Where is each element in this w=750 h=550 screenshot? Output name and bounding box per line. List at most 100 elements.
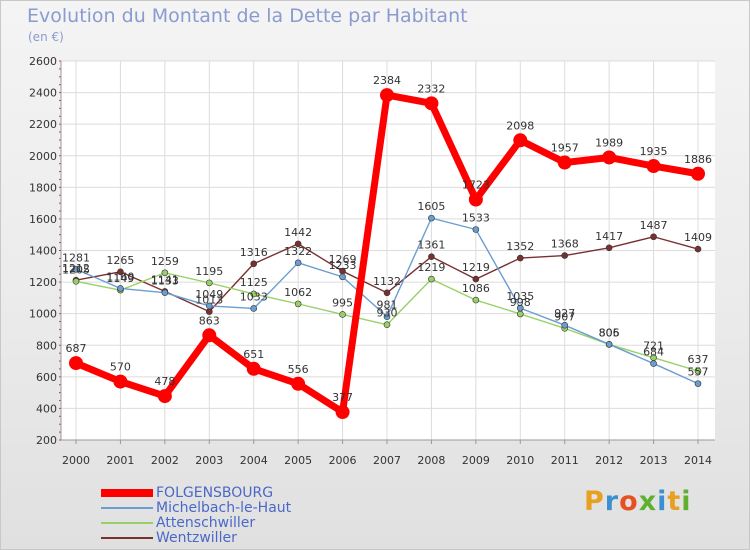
data-label: 478 — [154, 375, 175, 388]
data-label: 981 — [377, 299, 398, 312]
x-tick-label: 2014 — [684, 454, 712, 467]
logo-letter: o — [619, 486, 639, 517]
data-point — [380, 88, 394, 103]
data-point — [561, 321, 569, 329]
data-label: 998 — [510, 296, 531, 309]
y-tick-label: 1800 — [29, 181, 57, 194]
data-point — [383, 289, 391, 297]
data-point — [650, 360, 657, 367]
data-labels-layer: 1212 1265 1141 1013 1316 1442 1269 1132 1361 1219… — [62, 74, 712, 404]
x-tick-label: 2007 — [373, 454, 401, 467]
data-label: 1219 — [462, 261, 490, 274]
y-tick-label: 200 — [36, 434, 57, 447]
data-label: 1265 — [106, 254, 134, 267]
data-label: 1195 — [195, 265, 223, 278]
data-label: 1125 — [240, 276, 268, 289]
logo-letter: P — [584, 486, 605, 517]
x-tick-label: 2000 — [62, 454, 90, 467]
data-label: 930 — [377, 307, 398, 320]
data-label: 1605 — [417, 200, 445, 213]
data-label: 806 — [599, 326, 620, 339]
data-point — [161, 289, 169, 296]
x-tick-label: 2004 — [240, 454, 268, 467]
data-label: 2098 — [506, 119, 534, 132]
data-point — [339, 311, 346, 318]
data-point — [69, 356, 83, 371]
data-point — [694, 380, 702, 387]
data-point — [294, 259, 302, 267]
axes-layer: 200 400 600 800 1000 1200 1400 1600 1800 2000 2200… — [29, 55, 715, 467]
data-label: 1141 — [151, 273, 179, 286]
legend-label: Wentzwiller — [156, 530, 237, 546]
y-tick-label: 1000 — [29, 308, 57, 321]
data-label: 1989 — [595, 136, 623, 149]
data-label: 1316 — [240, 246, 268, 259]
data-point — [605, 244, 613, 252]
data-label: 651 — [243, 348, 264, 361]
data-label: 1049 — [195, 288, 223, 301]
data-point — [72, 277, 80, 285]
data-point — [339, 273, 346, 281]
data-label: 1886 — [684, 153, 712, 166]
data-point — [424, 96, 439, 111]
data-point — [472, 226, 480, 233]
data-point — [250, 305, 258, 312]
chart-title: Evolution du Montant de la Dette par Hab… — [27, 5, 468, 27]
data-point — [157, 389, 172, 404]
data-label: 1442 — [284, 226, 312, 239]
data-point — [602, 150, 617, 165]
data-point — [294, 300, 302, 308]
data-label: 927 — [554, 307, 575, 320]
data-label: 557 — [688, 366, 709, 379]
data-point — [561, 252, 569, 259]
data-label: 721 — [643, 340, 664, 353]
data-label: 1322 — [284, 245, 312, 258]
data-label: 377 — [332, 391, 353, 404]
legend-label: Michelbach-le-Haut — [156, 500, 292, 516]
x-tick-label: 2006 — [329, 454, 357, 467]
data-point — [516, 304, 524, 312]
data-label: 1957 — [551, 142, 579, 155]
data-label: 1033 — [240, 290, 268, 303]
data-label: 1035 — [506, 290, 534, 303]
x-tick-label: 2005 — [284, 454, 312, 467]
data-label: 1361 — [417, 239, 445, 252]
data-point — [113, 374, 128, 389]
data-point — [72, 265, 80, 273]
data-label: 1269 — [329, 253, 357, 266]
data-point — [335, 405, 350, 420]
data-point — [202, 328, 217, 343]
data-point — [605, 341, 613, 348]
legend-label: Attenschwiller — [156, 515, 256, 531]
data-label: 1409 — [684, 231, 712, 244]
data-point — [694, 367, 702, 375]
data-point — [161, 269, 169, 277]
data-point — [250, 260, 258, 268]
data-point — [472, 296, 480, 304]
legend-swatch — [101, 522, 153, 524]
data-label: 1086 — [462, 282, 490, 295]
logo-letter: t — [667, 486, 682, 517]
data-point — [428, 253, 435, 260]
data-point — [205, 279, 213, 287]
x-tick-label: 2002 — [151, 454, 179, 467]
data-label: 1212 — [62, 262, 90, 275]
data-point — [246, 361, 261, 376]
data-point — [383, 321, 391, 329]
data-label: 1062 — [284, 286, 312, 299]
data-label: 1352 — [506, 240, 534, 253]
data-point — [650, 233, 657, 241]
data-label: 637 — [688, 353, 709, 366]
data-label: 805 — [599, 326, 620, 339]
data-label: 1149 — [106, 272, 134, 285]
data-label: 1013 — [195, 294, 223, 307]
data-point — [516, 254, 524, 262]
data-label: 1205 — [62, 263, 90, 276]
x-tick-label: 2012 — [595, 454, 623, 467]
x-tick-label: 2010 — [506, 454, 534, 467]
data-point — [428, 214, 435, 222]
x-tick-label: 2013 — [640, 454, 668, 467]
logo-letter: r — [604, 486, 620, 517]
data-label: 863 — [199, 314, 220, 327]
